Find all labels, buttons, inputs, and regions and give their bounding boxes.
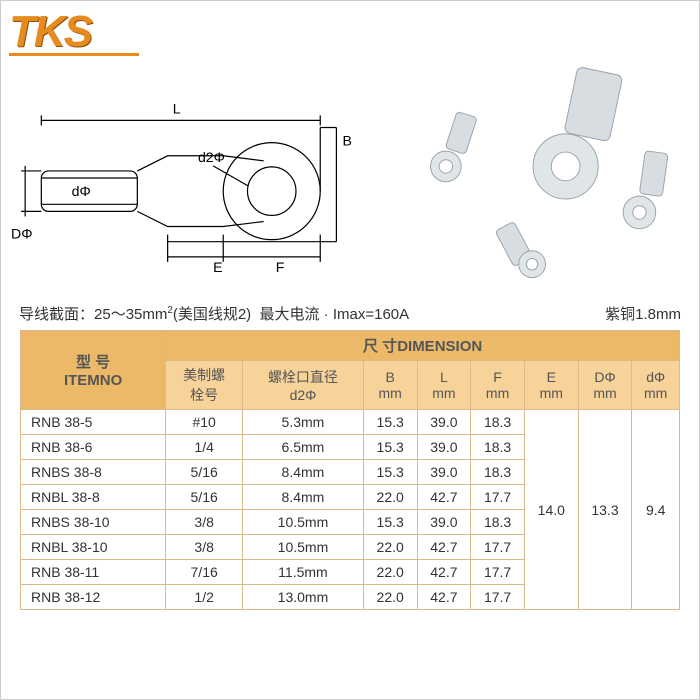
terminal-small-3 [495, 221, 545, 277]
hdr-item: 型 号 ITEMNO [21, 331, 166, 410]
terminal-large [533, 67, 623, 199]
hdr-L: Lmm [417, 361, 471, 410]
hdr-E: Emm [524, 361, 578, 410]
spec-material: 紫铜1.8mm [605, 303, 681, 324]
hdr-dim: 尺 寸DIMENSION [166, 331, 680, 361]
hdr-B: Bmm [363, 361, 417, 410]
dim-dphi: dΦ [72, 183, 91, 199]
dim-Dphi: DΦ [11, 226, 32, 242]
terminal-small-2 [623, 151, 668, 229]
brand-logo: TKS [9, 7, 139, 56]
dim-F: F [276, 259, 285, 275]
dim-B: B [342, 133, 351, 149]
hdr-F: Fmm [471, 361, 525, 410]
technical-diagram: L B d2Φ F E DΦ dΦ [11, 61, 375, 291]
spec-line: 导线截面：25～35mm2(美国线规2) 最大电流 · Imax=160A 紫铜… [1, 301, 699, 326]
hdr-screw: 美制螺栓号 [166, 361, 243, 410]
dim-E: E [213, 259, 222, 275]
hdr-d2: 螺栓口直径d2Φ [243, 361, 364, 410]
terminal-small-1 [430, 111, 477, 181]
hdr-dphi: dΦmm [632, 361, 680, 410]
dim-L: L [173, 100, 181, 116]
hdr-Dphi: DΦmm [578, 361, 632, 410]
table-row: RNB 38-5#105.3mm15.339.018.314.013.39.4 [21, 410, 680, 435]
product-photo-area [375, 61, 689, 291]
dimension-table: 型 号 ITEMNO 尺 寸DIMENSION 美制螺栓号 螺栓口直径d2Φ B… [20, 330, 680, 610]
table-body: RNB 38-5#105.3mm15.339.018.314.013.39.4R… [21, 410, 680, 610]
spec-left: 导线截面：25～35mm2(美国线规2) 最大电流 · Imax=160A [19, 303, 409, 324]
dim-d2: d2Φ [198, 149, 225, 165]
